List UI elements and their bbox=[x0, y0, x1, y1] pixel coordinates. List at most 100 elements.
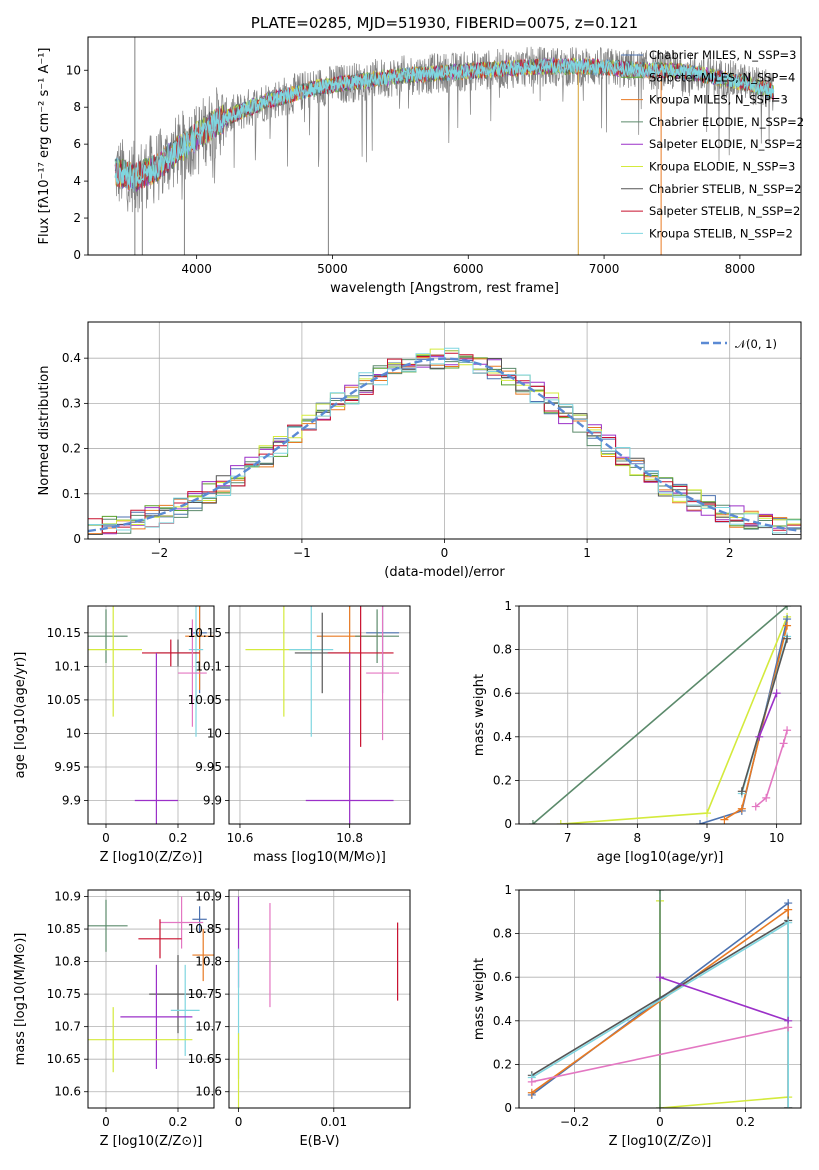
mass-weight-marker bbox=[784, 1023, 792, 1031]
y-tick-label: 10.75 bbox=[47, 987, 81, 1001]
y-tick-label: 0 bbox=[73, 532, 81, 546]
y-tick-label: 0 bbox=[504, 817, 512, 831]
x-tick-label: −2 bbox=[150, 546, 168, 560]
y-tick-label: 10.85 bbox=[47, 922, 81, 936]
legend-label: Salpeter MILES, N_SSP=4 bbox=[649, 70, 795, 84]
y-tick-label: 0 bbox=[73, 248, 81, 262]
plot-area bbox=[528, 886, 792, 1112]
x-tick-label: 0 bbox=[235, 1115, 243, 1129]
mass-weight-line bbox=[533, 606, 787, 824]
y-tick-label: 10.1 bbox=[54, 659, 81, 673]
y-tick-label: 0.4 bbox=[493, 730, 512, 744]
x-tick-label: 9 bbox=[703, 831, 711, 845]
y-tick-label: 0.8 bbox=[493, 927, 512, 941]
legend-label: Chabrier ELODIE, N_SSP=2 bbox=[649, 115, 804, 129]
y-tick-label: 10.8 bbox=[195, 955, 222, 969]
y-tick-label: 0.8 bbox=[493, 643, 512, 657]
x-tick-label: 8000 bbox=[725, 262, 756, 276]
x-tick-label: 7000 bbox=[589, 262, 620, 276]
mass-weight-line bbox=[724, 626, 787, 820]
y-tick-label: 0.2 bbox=[493, 1057, 512, 1071]
y-tick-label: 8 bbox=[73, 100, 81, 114]
x-axis-label: Z [log10(Z/Z⊙)] bbox=[100, 1134, 203, 1149]
y-tick-label: 10.85 bbox=[188, 922, 222, 936]
legend-label: 𝒩(0, 1) bbox=[735, 337, 777, 351]
y-tick-label: 0.2 bbox=[493, 773, 512, 787]
y-tick-label: 10 bbox=[207, 726, 222, 740]
panel-mass_weight_vs_Z: −0.2 0 0.200.20.40.60.81Z [log10(Z/Z⊙)]mas… bbox=[472, 883, 801, 1149]
plot-area bbox=[529, 602, 791, 828]
x-axis-label: Z [log10(Z/Z⊙)] bbox=[609, 1134, 712, 1149]
x-axis-label: wavelength [Angstrom, rest frame] bbox=[330, 281, 559, 296]
x-tick-label: −1 bbox=[293, 546, 311, 560]
x-tick-label: 6000 bbox=[453, 262, 484, 276]
y-tick-label: 0.6 bbox=[493, 970, 512, 984]
y-tick-label: 0.1 bbox=[62, 487, 81, 501]
mass-weight-line bbox=[756, 730, 787, 806]
x-axis-label: mass [log10(M/M⊙)] bbox=[253, 850, 386, 865]
y-tick-label: 9.9 bbox=[62, 794, 81, 808]
y-tick-label: 9.9 bbox=[203, 794, 222, 808]
y-tick-label: 2 bbox=[73, 211, 81, 225]
y-tick-label: 10.6 bbox=[195, 1085, 222, 1099]
legend-label: Chabrier STELIB, N_SSP=2 bbox=[649, 182, 801, 196]
mass-weight-marker bbox=[780, 739, 788, 747]
x-tick-label: 0.2 bbox=[168, 831, 187, 845]
x-tick-label: 1 bbox=[583, 546, 591, 560]
y-axis-label: mass [log10(M/M⊙)] bbox=[13, 933, 28, 1066]
y-tick-label: 6 bbox=[73, 137, 81, 151]
x-tick-label: 0 bbox=[441, 546, 449, 560]
y-tick-label: 1 bbox=[504, 599, 512, 613]
y-tick-label: 0.4 bbox=[62, 351, 81, 365]
x-tick-label: 10.8 bbox=[336, 831, 363, 845]
mass-weight-line bbox=[561, 617, 787, 824]
y-tick-label: 0.4 bbox=[493, 1014, 512, 1028]
x-tick-label: 0 bbox=[102, 831, 110, 845]
mass-weight-line bbox=[742, 639, 787, 792]
y-axis-label: mass weight bbox=[472, 674, 487, 756]
panel-mass_vs_Z: 0 0.2 10.6 10.65 10.7 10.75 10.8 10.85 10.9 Z [lo… bbox=[13, 890, 214, 1149]
x-axis-label: Z [log10(Z/Z⊙)] bbox=[100, 850, 203, 865]
mass-weight-marker bbox=[773, 689, 781, 697]
x-tick-label: 0 bbox=[102, 1115, 110, 1129]
y-tick-label: 10.7 bbox=[54, 1020, 81, 1034]
y-tick-label: 4 bbox=[73, 174, 81, 188]
y-axis-label: Normed distribution bbox=[37, 366, 52, 496]
y-tick-label: 10.8 bbox=[54, 955, 81, 969]
legend-label: Kroupa ELODIE, N_SSP=3 bbox=[649, 160, 795, 174]
x-axis-label: (data-model)/error bbox=[384, 565, 505, 580]
legend-label: Salpeter ELODIE, N_SSP=2 bbox=[649, 137, 803, 151]
x-tick-label: −0.2 bbox=[560, 1115, 589, 1129]
figure-canvas: 4000 5000 6000 7000 80000246810wavelength [A… bbox=[0, 0, 819, 1170]
x-tick-label: 5000 bbox=[317, 262, 348, 276]
panel-mass_weight_vs_age: 7 8 9 1000.20.40.60.81age [log10(age/yr)]ma… bbox=[472, 599, 801, 865]
y-tick-label: 10.1 bbox=[195, 659, 222, 673]
y-tick-label: 10.05 bbox=[188, 693, 222, 707]
legend-label: Salpeter STELIB, N_SSP=2 bbox=[649, 204, 800, 218]
y-axis-label: mass weight bbox=[472, 958, 487, 1040]
y-tick-label: 10.9 bbox=[195, 890, 222, 904]
y-tick-label: 10.9 bbox=[54, 890, 81, 904]
chart-title: PLATE=0285, MJD=51930, FIBERID=0075, z=0… bbox=[251, 14, 638, 32]
mass-weight-marker bbox=[784, 919, 792, 927]
x-tick-label: 0.2 bbox=[736, 1115, 755, 1129]
legend-label: Chabrier MILES, N_SSP=3 bbox=[649, 48, 796, 62]
axes-frame bbox=[229, 890, 410, 1108]
y-tick-label: 9.95 bbox=[54, 760, 81, 774]
y-tick-label: 0 bbox=[504, 1101, 512, 1115]
mass-weight-line bbox=[660, 977, 788, 1021]
y-tick-label: 0.3 bbox=[62, 396, 81, 410]
y-tick-label: 1 bbox=[504, 883, 512, 897]
y-axis-label: age [log10(age/yr)] bbox=[13, 652, 28, 779]
mass-weight-marker bbox=[783, 726, 791, 734]
y-tick-label: 10.05 bbox=[47, 693, 81, 707]
y-tick-label: 10 bbox=[66, 63, 81, 77]
x-tick-label: 10.6 bbox=[227, 831, 254, 845]
y-tick-label: 10.65 bbox=[47, 1052, 81, 1066]
x-tick-label: 10 bbox=[769, 831, 784, 845]
panel-residuals: −2 −1 0 1 200.10.20.30.4(data-model)/errorNo… bbox=[37, 322, 801, 580]
panel-spectrum: 4000 5000 6000 7000 8000 0 2 4 6 8 10 wavelength [A… bbox=[37, 14, 804, 296]
y-tick-label: 10.7 bbox=[195, 1020, 222, 1034]
panel-mass_vs_EBV: 0 0.0110.610.6510.710.7510.810.8510.9E(B-… bbox=[188, 890, 410, 1149]
x-tick-label: 4000 bbox=[181, 262, 212, 276]
